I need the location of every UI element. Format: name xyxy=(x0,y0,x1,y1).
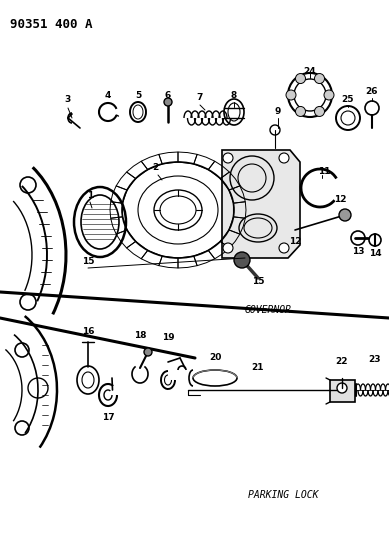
Circle shape xyxy=(296,107,305,116)
Circle shape xyxy=(314,107,324,116)
Text: 12: 12 xyxy=(289,238,301,246)
Text: 17: 17 xyxy=(102,414,114,423)
Text: 1: 1 xyxy=(87,190,93,199)
Text: 9: 9 xyxy=(275,108,281,117)
Text: 26: 26 xyxy=(366,87,378,96)
Text: 12: 12 xyxy=(334,196,346,205)
Text: 20: 20 xyxy=(209,353,221,362)
Text: 90351 400 A: 90351 400 A xyxy=(10,18,93,31)
Circle shape xyxy=(314,74,324,84)
Circle shape xyxy=(234,252,250,268)
Text: GOVERNOR: GOVERNOR xyxy=(245,305,292,315)
Circle shape xyxy=(164,98,172,106)
Text: 18: 18 xyxy=(134,332,146,341)
Circle shape xyxy=(279,243,289,253)
Text: 6: 6 xyxy=(165,91,171,100)
Text: 19: 19 xyxy=(162,334,174,343)
Circle shape xyxy=(223,153,233,163)
Text: 15: 15 xyxy=(252,278,264,287)
Circle shape xyxy=(223,243,233,253)
Text: 25: 25 xyxy=(342,95,354,104)
Text: 7: 7 xyxy=(197,93,203,102)
Text: 14: 14 xyxy=(369,249,381,259)
Text: 13: 13 xyxy=(352,247,364,256)
Circle shape xyxy=(339,209,351,221)
Text: 5: 5 xyxy=(135,91,141,100)
Circle shape xyxy=(337,383,347,393)
Text: 3: 3 xyxy=(65,95,71,104)
Polygon shape xyxy=(330,380,355,402)
Text: 22: 22 xyxy=(336,358,348,367)
Text: PARKING LOCK: PARKING LOCK xyxy=(248,490,319,500)
Circle shape xyxy=(324,90,334,100)
Polygon shape xyxy=(222,150,300,258)
Text: 16: 16 xyxy=(82,327,94,336)
Text: 2: 2 xyxy=(152,164,158,173)
Text: 15: 15 xyxy=(82,257,94,266)
Text: 11: 11 xyxy=(318,167,330,176)
Circle shape xyxy=(296,74,305,84)
Circle shape xyxy=(144,348,152,356)
Text: 8: 8 xyxy=(231,91,237,100)
Text: 21: 21 xyxy=(252,364,264,373)
Text: 24: 24 xyxy=(304,68,316,77)
Text: 23: 23 xyxy=(369,356,381,365)
Circle shape xyxy=(286,90,296,100)
Circle shape xyxy=(279,153,289,163)
Text: 4: 4 xyxy=(105,91,111,100)
